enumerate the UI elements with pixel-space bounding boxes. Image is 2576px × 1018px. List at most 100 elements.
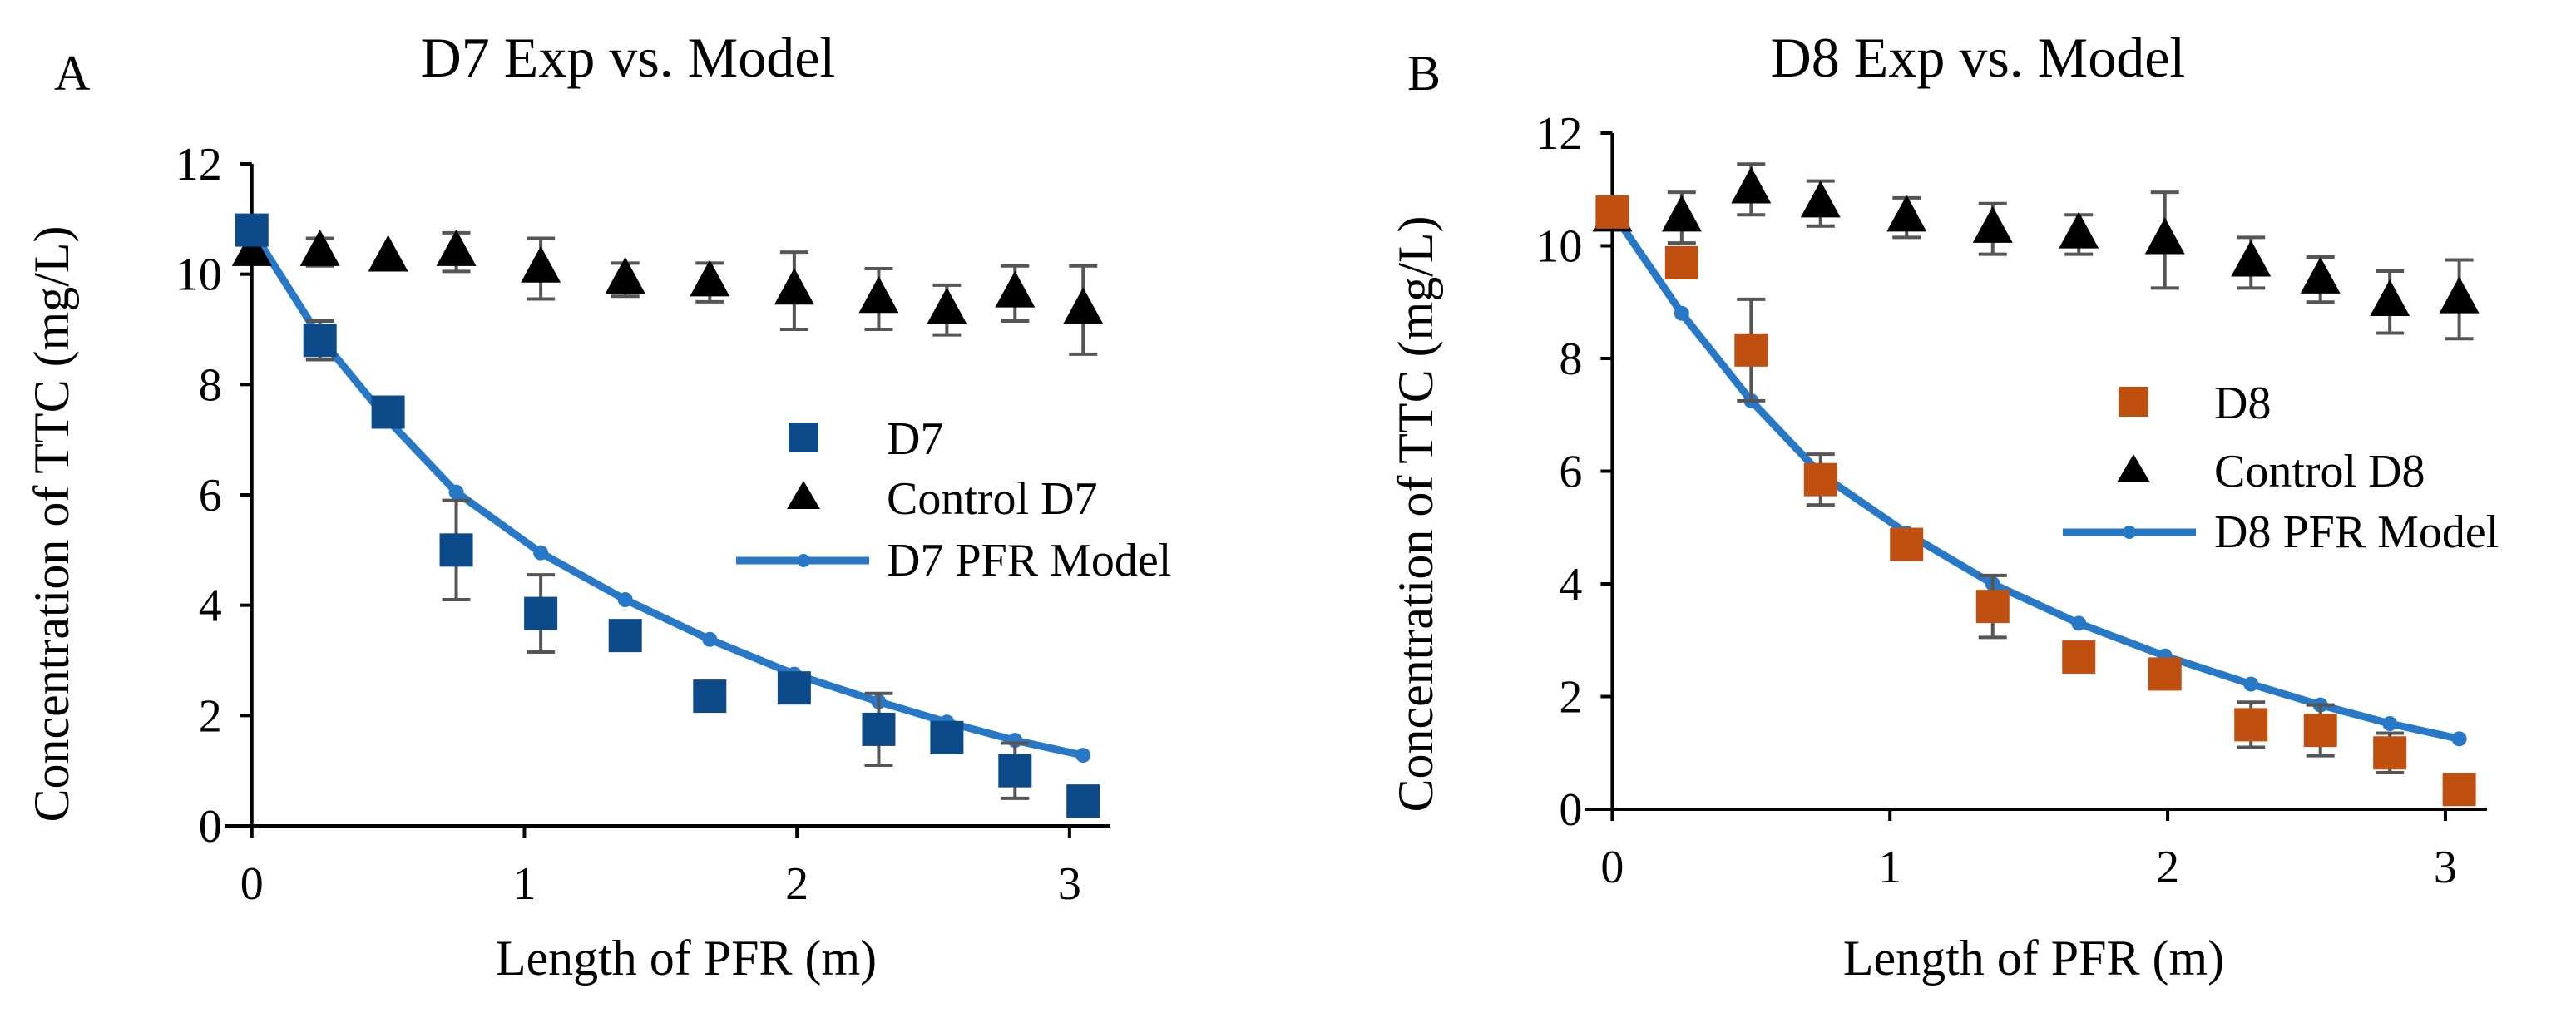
legend-label-d7-model: D7 PFR Model [887, 535, 1171, 586]
y-tick-label-0: 0 [1559, 784, 1582, 836]
plot-marks-b [1592, 162, 2480, 807]
legend-entry-control-d8: Control D8 [2117, 446, 2425, 497]
x-axis-title-a: Length of PFR (m) [496, 931, 877, 986]
model-point-d7-pfr-model [1075, 748, 1091, 764]
data-point-d8 [2303, 714, 2337, 748]
legend-entry-d8-model: D8 PFR Model [2063, 507, 2499, 558]
legend-label-control-d7: Control D7 [887, 473, 1098, 525]
data-point-d7 [439, 533, 473, 567]
data-point-control-d7 [436, 229, 477, 266]
legend-label-control-d8: Control D8 [2214, 446, 2425, 497]
model-point-d8-pfr-model [1674, 305, 1689, 321]
series-d7 [235, 213, 1100, 818]
y-tick-label-4: 4 [1559, 559, 1582, 610]
data-point-d7 [930, 720, 964, 754]
axes-b [1585, 131, 2487, 821]
legend-marker-d8-square [2119, 387, 2148, 417]
data-point-control-d7 [774, 268, 814, 305]
panel-a: A D7 Exp vs. Model Concentration of TTC … [24, 26, 1171, 986]
data-point-d8 [1595, 195, 1629, 229]
data-point-d8 [1890, 527, 1924, 561]
legend-a: D7 Control D7 D7 PFR Model [736, 413, 1171, 586]
data-point-d8 [1803, 462, 1837, 497]
data-point-control-d7 [605, 257, 645, 294]
data-point-control-d8 [2144, 217, 2185, 254]
data-point-control-d7 [927, 287, 967, 324]
series-control-d8 [1592, 162, 2480, 341]
y-tick-labels-b: 0 2 4 6 8 10 12 [1535, 108, 1582, 836]
data-point-control-d8 [1731, 166, 1772, 204]
data-point-control-d7 [690, 259, 730, 297]
data-point-control-d8 [2300, 256, 2341, 294]
data-point-control-d7 [299, 229, 340, 266]
model-point-d7-pfr-model [448, 484, 464, 500]
legend-dot-d8-model [2123, 526, 2136, 539]
data-point-control-d7 [231, 229, 272, 266]
x-axis-title-b: Length of PFR (m) [1843, 931, 2224, 986]
data-point-d7 [777, 671, 811, 705]
data-point-control-d7 [858, 276, 899, 314]
data-point-d7 [693, 679, 727, 714]
data-point-control-d8 [2439, 276, 2480, 314]
data-point-d8 [1664, 245, 1698, 279]
legend-entry-d8: D8 [2119, 378, 2271, 429]
x-tick-label-1: 1 [512, 858, 536, 910]
series-d8 [1595, 195, 2476, 807]
data-point-d8 [1975, 590, 2010, 624]
model-point-d7-pfr-model [533, 545, 549, 561]
x-tick-label-2: 2 [785, 858, 808, 910]
legend-label-d7: D7 [887, 413, 943, 465]
y-tick-label-6: 6 [1559, 447, 1582, 498]
y-tick-labels-a: 0 2 4 6 8 10 12 [176, 139, 222, 852]
y-tick-label-12: 12 [176, 139, 222, 190]
legend-entry-d7: D7 [789, 413, 943, 465]
x-tick-label-2: 2 [2156, 842, 2179, 893]
x-tick-label-0: 0 [240, 858, 264, 910]
x-tick-label-3: 3 [1058, 858, 1081, 910]
data-point-d7 [235, 213, 269, 247]
legend-label-d8-model: D8 PFR Model [2214, 507, 2499, 558]
data-point-control-d7 [521, 245, 561, 283]
data-point-control-d8 [2231, 240, 2272, 277]
data-point-d7 [998, 754, 1032, 788]
y-tick-label-12: 12 [1535, 108, 1582, 160]
legend-entry-d7-model: D7 PFR Model [736, 535, 1171, 586]
y-tick-label-4: 4 [199, 581, 222, 632]
x-tick-labels-a: 0 1 2 3 [240, 858, 1081, 910]
model-point-d8-pfr-model [2451, 731, 2467, 747]
x-tick-label-1: 1 [1878, 842, 1901, 893]
y-tick-label-8: 8 [1559, 334, 1582, 385]
data-point-control-d8 [1972, 205, 2013, 243]
y-axis-title-a: Concentration of TTC (mg/L) [24, 225, 79, 822]
legend-b: D8 Control D8 D8 PFR Model [2063, 378, 2499, 558]
data-point-control-d8 [1886, 195, 1927, 232]
panel-label-b: B [1407, 46, 1441, 101]
data-point-d7 [608, 619, 642, 653]
series-control-d7 [231, 229, 1104, 356]
model-point-d8-pfr-model [2243, 676, 2259, 692]
chart-title-b: D8 Exp vs. Model [1771, 26, 2186, 89]
y-tick-label-8: 8 [199, 359, 222, 411]
y-axis-title-b: Concentration of TTC (mg/L) [1388, 215, 1443, 812]
legend-marker-control-d8-triangle [2117, 454, 2150, 482]
data-point-d8 [2148, 657, 2182, 691]
legend-marker-control-d7-triangle [787, 481, 820, 509]
data-point-control-d7 [1063, 287, 1104, 324]
data-point-d8 [2062, 640, 2096, 675]
data-point-d7 [524, 596, 558, 630]
data-point-control-d8 [1800, 180, 1841, 218]
data-point-control-d8 [2370, 279, 2410, 316]
model-point-d8-pfr-model [2071, 615, 2087, 631]
axes-a [225, 162, 1110, 838]
data-point-control-d8 [2059, 211, 2099, 249]
data-point-control-d7 [368, 235, 408, 272]
y-tick-label-0: 0 [199, 801, 222, 852]
model-line-d8-pfr-model [1608, 208, 2464, 743]
legend-label-d8: D8 [2214, 378, 2271, 429]
panel-label-a: A [54, 46, 90, 101]
data-point-control-d8 [1661, 195, 1702, 232]
data-point-d7 [1066, 784, 1100, 818]
data-point-d7 [862, 712, 896, 746]
y-tick-label-6: 6 [199, 470, 222, 521]
